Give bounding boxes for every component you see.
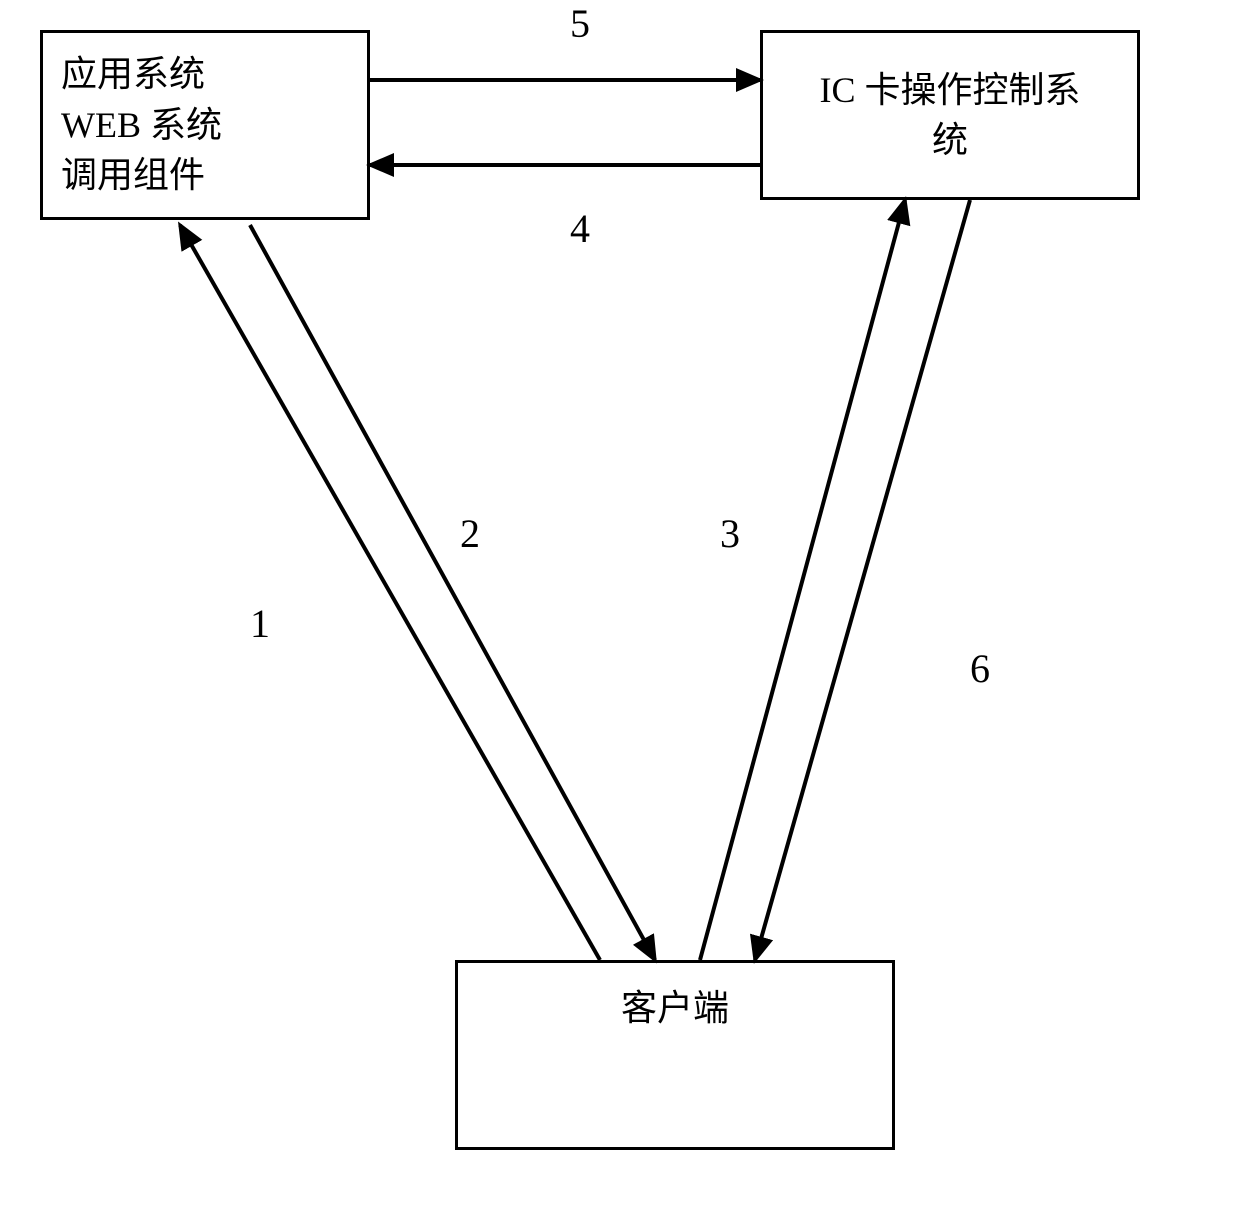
edge-label-2: 2 xyxy=(460,510,480,557)
node-ic-card-line2: 统 xyxy=(932,115,968,165)
edge-label-5: 5 xyxy=(570,0,590,47)
node-client-line1: 客户端 xyxy=(621,983,729,1033)
edge-label-6: 6 xyxy=(970,645,990,692)
edge-label-1: 1 xyxy=(250,600,270,647)
node-client: 客户端 xyxy=(455,960,895,1150)
node-app-system-line1: 应用系统 xyxy=(61,49,205,99)
edge-1 xyxy=(180,225,600,960)
node-app-system-line2: WEB 系统 xyxy=(61,100,222,150)
node-app-system: 应用系统 WEB 系统 调用组件 xyxy=(40,30,370,220)
edge-6 xyxy=(755,200,970,960)
node-app-system-line3: 调用组件 xyxy=(61,150,205,200)
edge-label-3: 3 xyxy=(720,510,740,557)
edge-2 xyxy=(250,225,655,960)
edge-3 xyxy=(700,200,905,960)
edge-label-4: 4 xyxy=(570,205,590,252)
node-ic-card-line1: IC 卡操作控制系 xyxy=(819,65,1080,115)
node-ic-card: IC 卡操作控制系 统 xyxy=(760,30,1140,200)
